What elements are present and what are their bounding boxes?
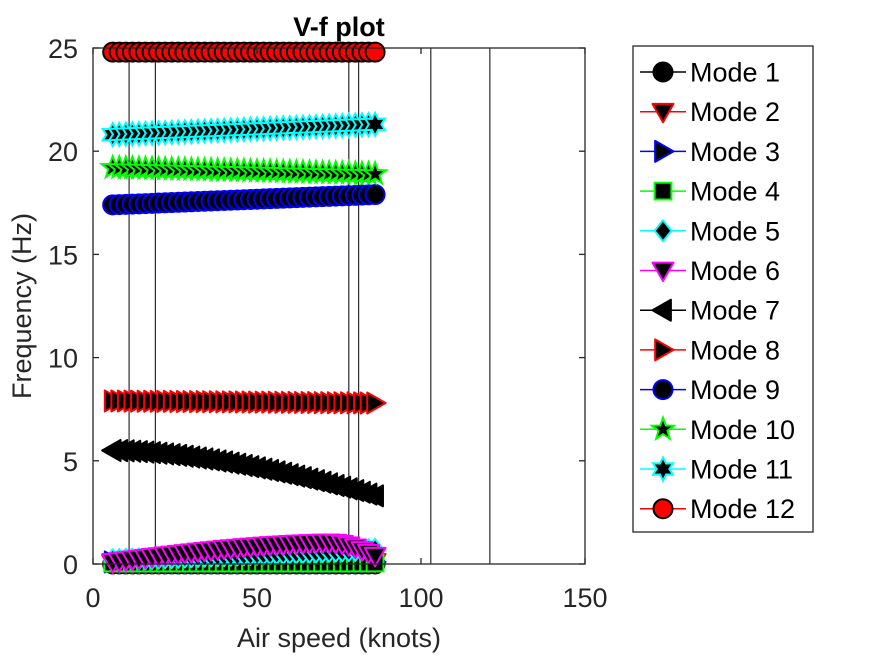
data-point: [361, 159, 389, 186]
legend-label: Mode 11: [690, 455, 793, 485]
series-10: [98, 153, 389, 186]
x-tick-label: 50: [242, 583, 272, 613]
data-point: [364, 184, 386, 206]
legend-entry: Mode 10: [640, 414, 795, 445]
legend-label: Mode 4: [690, 177, 780, 207]
data-point: [363, 484, 384, 508]
legend-marker: [652, 498, 674, 520]
legend-marker: [654, 338, 675, 362]
plot-area-frame: [92, 47, 586, 565]
y-axis-ticks: 0 5 10 15 20 25: [48, 34, 585, 580]
legend-label: Mode 6: [690, 256, 780, 286]
legend-entry: Mode 9: [640, 375, 780, 405]
legend-entry: Mode 12: [640, 494, 795, 524]
legend-entry: Mode 4: [640, 177, 780, 207]
legend-marker: [649, 414, 677, 442]
legend-entry: Mode 3: [640, 137, 780, 167]
legend-label: Mode 3: [690, 137, 780, 167]
x-tick-label: 150: [562, 583, 607, 613]
legend-label: Mode 5: [690, 216, 780, 246]
y-tick-label: 5: [63, 447, 78, 477]
series-9: [102, 184, 386, 216]
y-tick-label: 25: [48, 34, 78, 64]
data-point: [363, 546, 387, 568]
legend-entry: Mode 11: [640, 455, 793, 485]
legend-marker: [654, 139, 675, 163]
legend-entry: Mode 6: [640, 256, 780, 286]
x-axis-label: Air speed (knots): [237, 623, 441, 653]
legend-entry: Mode 1: [640, 58, 780, 88]
legend-marker: [651, 298, 672, 322]
legend-marker: [651, 455, 675, 483]
legend-box: [632, 45, 814, 533]
x-axis-ticks: 0 50 100 150: [85, 48, 608, 613]
legend-marker: [651, 102, 675, 124]
legend-marker: [653, 219, 673, 243]
series-8: [103, 389, 387, 415]
legend-label: Mode 7: [690, 296, 780, 326]
series-12: [102, 41, 386, 63]
legend-label: Mode 1: [690, 58, 780, 88]
series-7: [101, 438, 384, 508]
x-tick-label: 100: [398, 583, 443, 613]
legend-label: Mode 2: [690, 97, 780, 127]
series-6: [101, 533, 387, 574]
legend-marker: [653, 181, 673, 201]
chart-title: V-f plot: [293, 12, 384, 42]
legend-marker: [651, 261, 675, 282]
legend-label: Mode 12: [690, 494, 795, 524]
data-point: [363, 110, 387, 139]
y-tick-label: 20: [48, 137, 78, 167]
legend: Mode 1 Mode 2 Mode 3 Mode 4 Mode 5 Mode 6 Mode…: [632, 45, 814, 533]
y-axis-label: Frequency (Hz): [7, 213, 37, 399]
y-tick-label: 10: [48, 344, 78, 374]
legend-entry: Mode 2: [640, 97, 780, 127]
y-tick-label: 0: [63, 550, 78, 580]
legend-entry: Mode 5: [640, 216, 780, 246]
y-tick-label: 15: [48, 240, 78, 270]
data-point: [364, 41, 386, 63]
legend-marker: [652, 61, 674, 83]
legend-entry: Mode 8: [640, 335, 780, 365]
legend-label: Mode 8: [690, 335, 780, 365]
legend-marker: [652, 379, 674, 401]
data-point: [366, 391, 387, 415]
legend-label: Mode 9: [690, 375, 780, 405]
series-11: [100, 110, 387, 149]
x-tick-label: 0: [85, 583, 100, 613]
legend-entry: Mode 7: [640, 296, 780, 326]
legend-label: Mode 10: [690, 415, 795, 445]
